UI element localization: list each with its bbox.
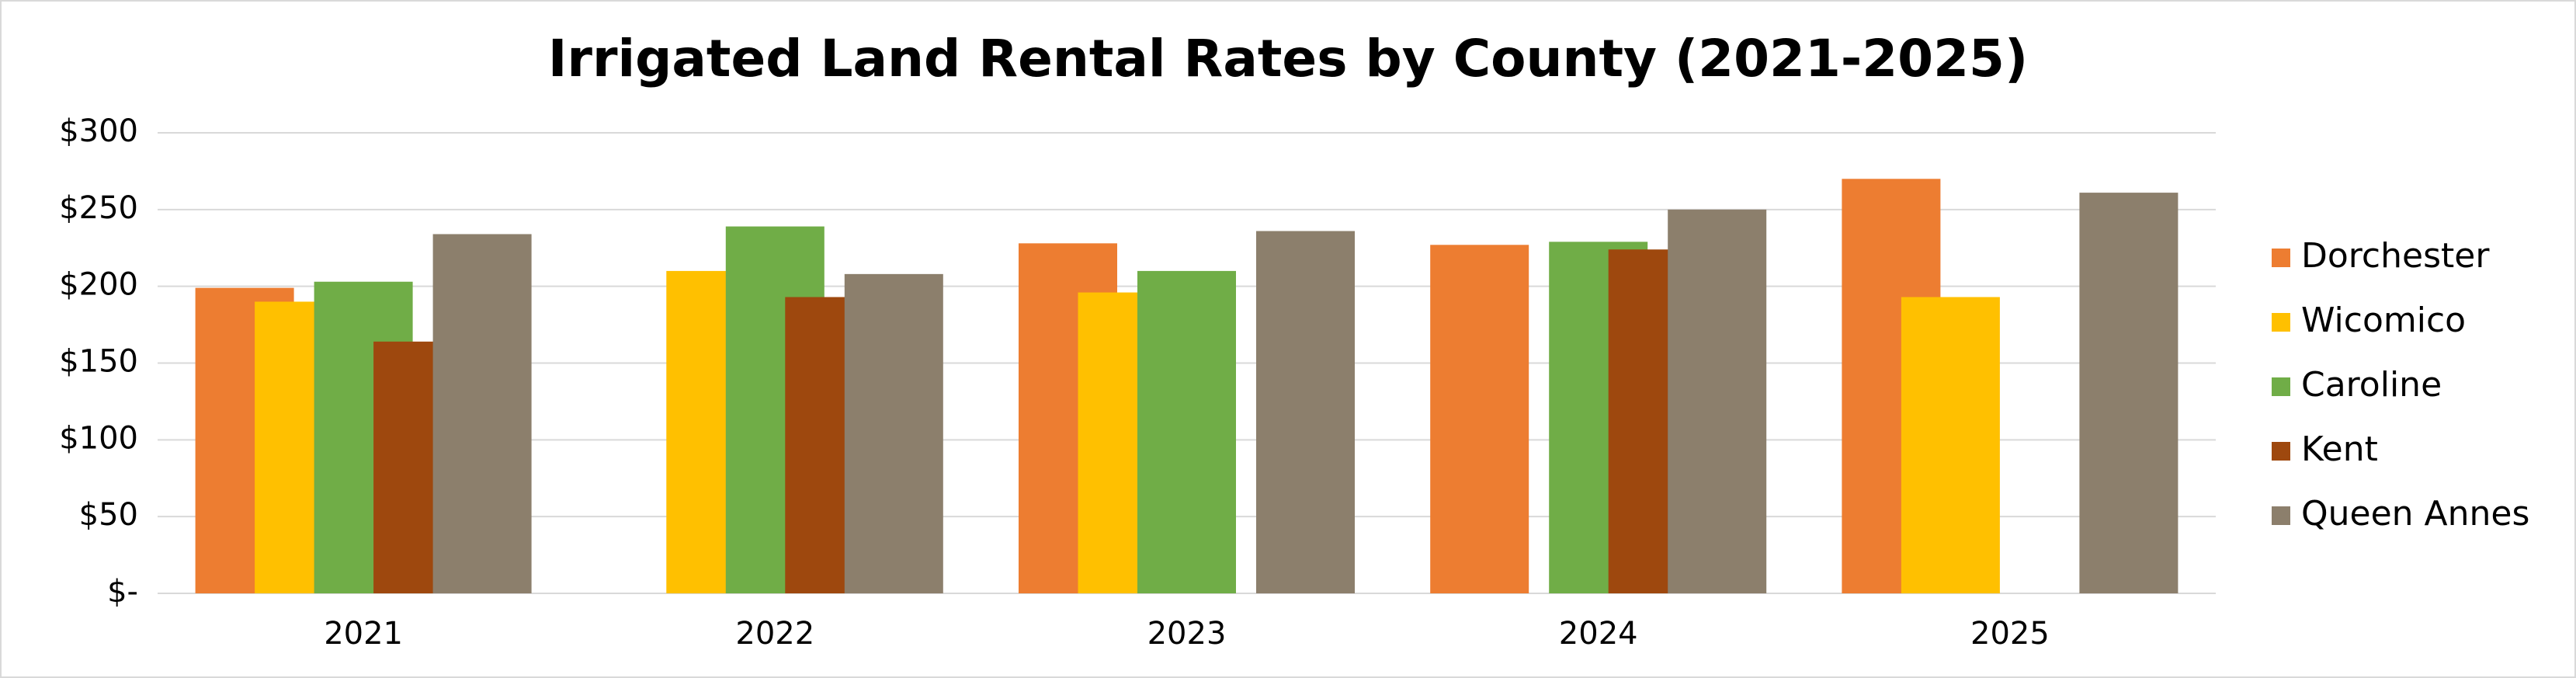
- bar: [844, 273, 943, 593]
- x-tick-label: 2025: [1970, 616, 2050, 652]
- y-tick-label: $150: [59, 344, 138, 380]
- bar: [1668, 209, 1767, 593]
- bar: [1901, 297, 2000, 593]
- bar: [1256, 231, 1355, 593]
- legend-label: Kent: [2301, 429, 2378, 469]
- y-tick-label: $200: [59, 267, 138, 303]
- legend-label: Queen Annes: [2301, 494, 2529, 534]
- y-tick-label: $50: [79, 497, 138, 533]
- legend-label: Caroline: [2301, 365, 2442, 405]
- x-tick-label: 2023: [1147, 616, 1227, 652]
- x-tick-label: 2024: [1559, 616, 1638, 652]
- legend-swatch: [2272, 442, 2290, 461]
- x-tick-label: 2022: [735, 616, 814, 652]
- y-tick-label: $-: [107, 574, 138, 610]
- legend-swatch: [2272, 377, 2290, 396]
- x-tick-label: 2021: [324, 616, 403, 652]
- legend-swatch: [2272, 249, 2290, 267]
- legend-swatch: [2272, 506, 2290, 525]
- chart-title: Irrigated Land Rental Rates by County (2…: [548, 29, 2028, 89]
- bar: [2079, 193, 2178, 594]
- y-tick-label: $300: [59, 113, 138, 149]
- bar: [1137, 270, 1236, 593]
- bar: [1430, 245, 1529, 593]
- legend-label: Dorchester: [2301, 236, 2490, 276]
- y-tick-label: $100: [59, 420, 138, 456]
- legend-swatch: [2272, 313, 2290, 332]
- legend-label: Wicomico: [2301, 301, 2466, 340]
- y-tick-label: $250: [59, 190, 138, 226]
- bar: [432, 234, 532, 593]
